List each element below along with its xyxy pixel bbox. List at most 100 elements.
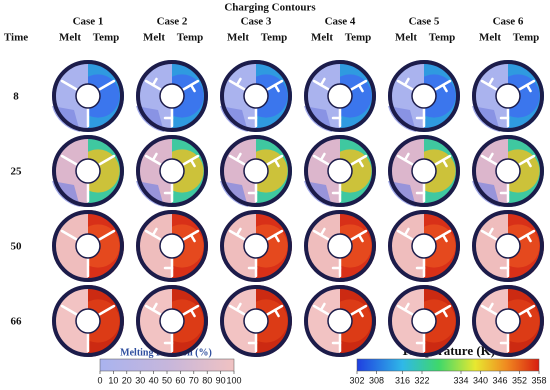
colorbar-tick-label: 0 [97,375,102,385]
fins [480,227,536,278]
tube [75,233,101,259]
case-header: Case 1 [73,16,104,28]
fin-branch [441,308,448,318]
disc-rim [304,210,376,282]
fin-branch [151,227,158,237]
contour-disc [220,210,292,282]
tube [411,308,437,334]
fins [60,154,116,203]
contour-disc [220,285,292,357]
temp-subheader: Temp [93,32,120,44]
contour-disc [472,285,544,357]
colorbar-tick-label: 352 [512,375,527,385]
case-header: Case 2 [157,16,188,28]
contour-disc [136,135,208,207]
case-header: Case 4 [325,16,356,28]
fins [228,302,284,353]
disc-rim [52,60,124,132]
temp-core [508,74,540,118]
disc-rim [472,60,544,132]
temp-core [340,299,372,343]
fin-branch [403,302,410,312]
fin-branch [403,77,410,87]
fins [312,302,368,353]
temp-core [172,299,204,343]
tube [411,158,437,184]
temp-core [256,224,288,268]
fins [480,152,536,203]
disc-rim [472,210,544,282]
colorbar-tick-label: 346 [492,375,507,385]
fin-branch [357,233,364,243]
contour-disc [304,60,376,132]
fin-branch [403,227,410,237]
fin-branch [487,302,494,312]
fin-branch [487,152,494,162]
fin-branch [151,302,158,312]
disc-rim [136,285,208,357]
time-label: 50 [11,241,23,253]
fin-branch [273,308,280,318]
fin-branch [525,233,532,243]
fin-branch [441,233,448,243]
temp-core [424,74,456,118]
contour-disc [52,285,124,357]
colorbar-tick-label: 70 [189,375,199,385]
case-header: Case 6 [493,16,524,28]
colorbar-tick-label: 100 [226,375,241,385]
melt-subheader: Melt [59,32,81,44]
colorbar-tick-label: 322 [414,375,429,385]
fins [228,227,284,278]
temp-subheader: Temp [345,32,372,44]
disc-rim [388,135,460,207]
temp-core [424,149,456,193]
contour-disc [472,60,544,132]
temp-core [256,74,288,118]
fin-branch [151,77,158,87]
tube [243,158,269,184]
colorbar-tick-label: 20 [122,375,132,385]
fins [60,229,116,278]
temp-core [340,74,372,118]
fin-branch [235,77,242,87]
time-header: Time [4,32,28,44]
fins [228,77,284,128]
tube [159,158,185,184]
fin-branch [319,152,326,162]
fins [60,79,116,128]
temp-core [88,149,120,193]
fin [60,304,79,317]
temp-core [508,149,540,193]
fin [60,229,79,242]
temp-core [508,299,540,343]
disc-rim [388,285,460,357]
contour-disc [388,210,460,282]
tube [159,308,185,334]
disc-rim [220,135,292,207]
contour-disc [136,210,208,282]
fin-branch [235,227,242,237]
fin-branch [319,302,326,312]
temp-core [172,74,204,118]
contour-disc [472,210,544,282]
disc-rim [136,60,208,132]
fin-branch [357,158,364,168]
tube [327,233,353,259]
temp-subheader: Temp [261,32,288,44]
case-header: Case 5 [409,16,440,28]
tube [243,233,269,259]
temp-core [424,224,456,268]
disc-rim [304,135,376,207]
temp-core [424,299,456,343]
colorbar-tick-label: 40 [149,375,159,385]
colorbar-tick-label: 340 [473,375,488,385]
contour-disc [304,285,376,357]
fin-branch [487,227,494,237]
fin-branch [189,308,196,318]
fins [396,77,452,128]
melt-subheader: Melt [479,32,501,44]
disc-rim [304,60,376,132]
fin-branch [441,158,448,168]
fin-branch [189,233,196,243]
disc-rim [220,285,292,357]
